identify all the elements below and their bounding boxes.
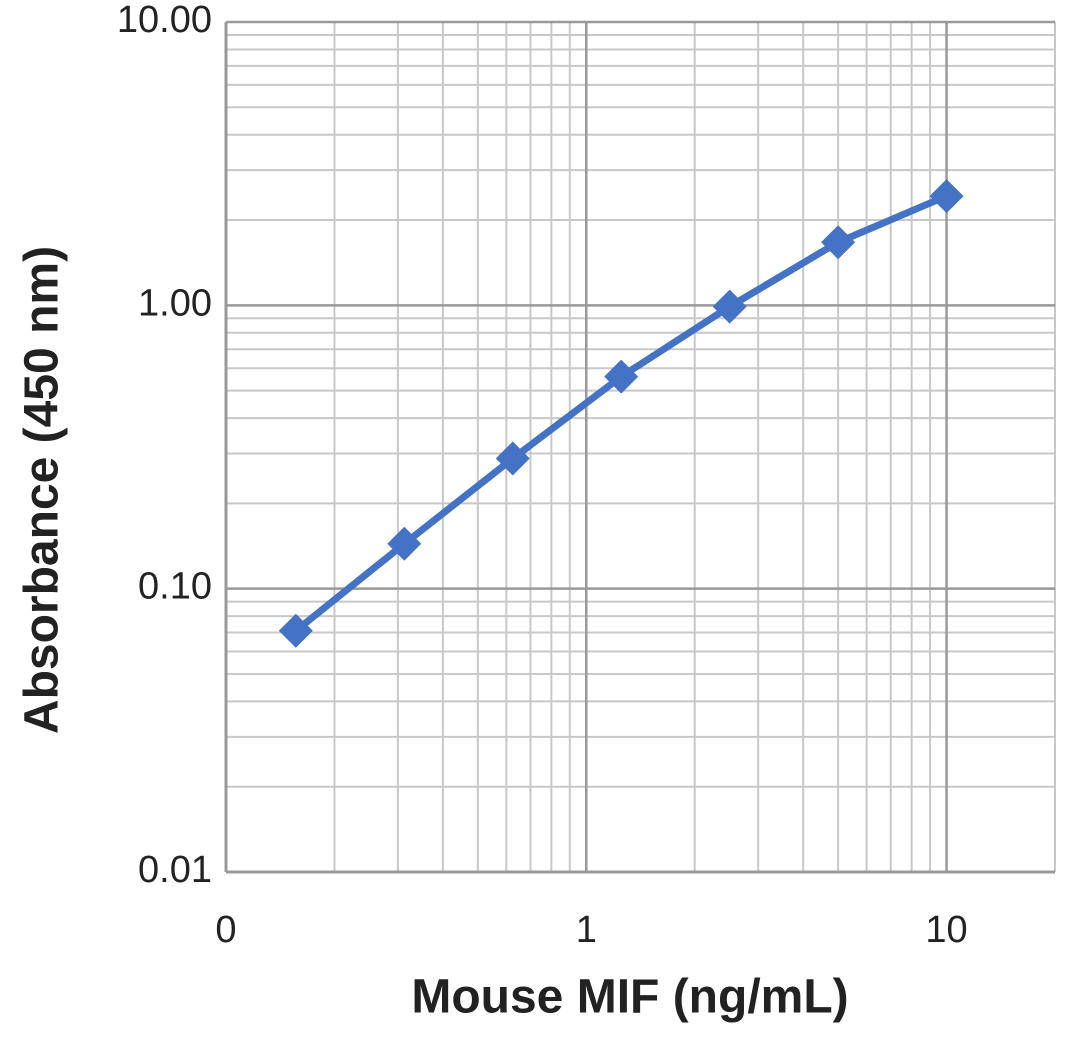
x-tick-label: 0	[215, 909, 236, 951]
y-tick-label: 10.00	[117, 0, 212, 41]
data-point	[278, 613, 313, 648]
data-point	[712, 289, 747, 324]
data-line	[293, 192, 948, 634]
x-tick-label: 1	[576, 909, 597, 951]
x-axis-title: Mouse MIF (ng/mL)	[411, 971, 848, 1024]
data-point	[604, 359, 639, 394]
y-tick-label: 1.00	[138, 282, 212, 324]
data-point	[387, 526, 422, 561]
x-tick-label: 10	[925, 909, 967, 951]
data-point	[929, 179, 964, 214]
y-tick-label: 0.10	[138, 566, 212, 608]
data-point	[495, 441, 530, 476]
data-point	[821, 225, 856, 260]
y-axis-title: Absorbance (450 nm)	[16, 246, 69, 734]
y-tick-label: 0.01	[138, 849, 212, 891]
